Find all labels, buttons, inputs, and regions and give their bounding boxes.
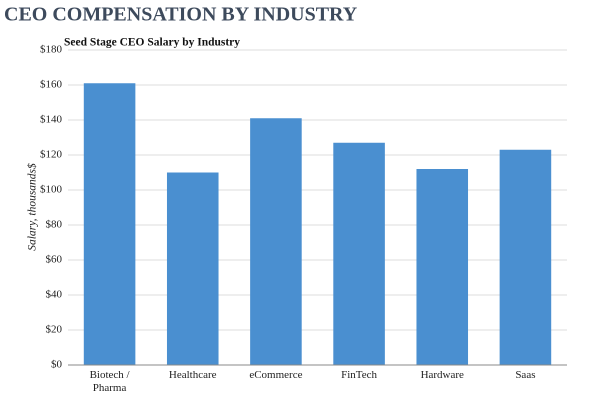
x-tick-label: eCommerce: [249, 369, 303, 381]
bar: [166, 172, 219, 365]
y-tick-label: $40: [46, 289, 63, 301]
bar: [333, 142, 385, 365]
bar: [83, 83, 136, 365]
chart-title: CEO COMPENSATION BY INDUSTRY: [4, 4, 358, 26]
y-tick-label: $80: [46, 219, 63, 231]
y-tick-label: $60: [46, 254, 63, 266]
y-tick-label: $20: [46, 324, 63, 336]
chart-subtitle: Seed Stage CEO Salary by Industry: [64, 37, 240, 49]
x-tick-label: Biotech / Pharma: [89, 369, 130, 394]
y-tick-label: $100: [40, 184, 63, 196]
y-axis-label: Salary, thousands$: [26, 163, 39, 251]
y-tick-label: $120: [40, 149, 63, 161]
y-tick-label: $160: [40, 79, 63, 91]
y-tick-label: $0: [51, 359, 63, 371]
x-tick-label: FinTech: [341, 369, 378, 381]
x-tick-label: Hardware: [420, 369, 464, 381]
y-tick-label: $180: [40, 44, 63, 56]
x-tick-label: Healthcare: [168, 369, 217, 381]
y-tick-label: $140: [40, 114, 63, 126]
x-tick-label: Saas: [515, 369, 536, 381]
bar: [250, 118, 302, 365]
bar: [499, 149, 552, 365]
bar: [416, 169, 469, 365]
